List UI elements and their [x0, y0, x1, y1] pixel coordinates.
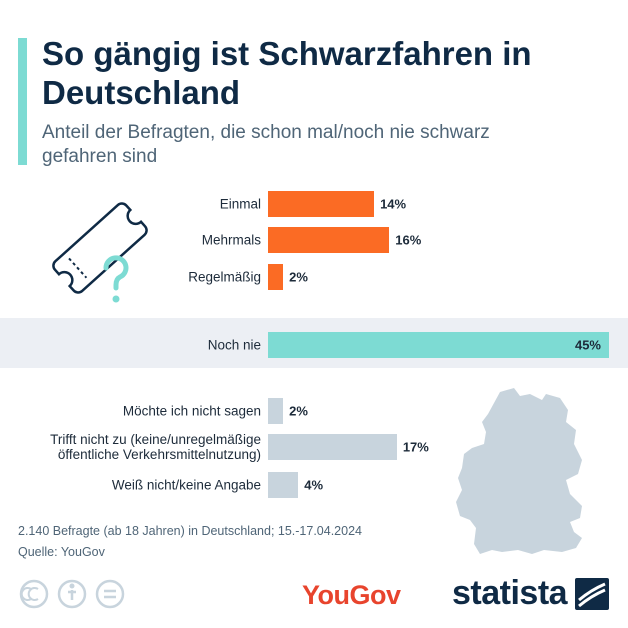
value-label: 2%: [289, 269, 308, 285]
value-label: 17%: [402, 439, 429, 455]
footnote: 2.140 Befragte (ab 18 Jahren) in Deutsch…: [18, 524, 362, 538]
statista-logo-mark: [575, 578, 609, 610]
category-label: Einmal: [219, 196, 261, 212]
statista-logo: statista: [452, 574, 568, 612]
value-label: 4%: [304, 477, 324, 493]
value-label: 14%: [380, 196, 407, 212]
category-label: Mehrmals: [201, 232, 261, 248]
bar: [268, 472, 299, 498]
chart-subtitle: Anteil der Befragten, die schon mal/noch…: [42, 122, 490, 167]
value-label: 45%: [574, 337, 601, 353]
question-icon: [103, 255, 129, 303]
ticket-icon: [52, 202, 148, 294]
source: Quelle: YouGov: [18, 545, 105, 559]
category-label: Weiß nicht/keine Angabe: [111, 477, 261, 493]
bar: [268, 227, 390, 253]
license-icons: [19, 579, 125, 609]
bar: [268, 264, 284, 290]
chart-title: So gängig ist Schwarzfahren in Deutschla…: [42, 35, 532, 111]
bar: [268, 191, 375, 217]
bar: [268, 398, 284, 424]
category-label: Möchte ich nicht sagen: [122, 403, 261, 419]
category-label: Trifft nicht zu (keine/unregelmäßige öff…: [50, 432, 261, 462]
bar: [268, 434, 397, 460]
category-label: Noch nie: [207, 337, 261, 353]
germany-map: [456, 388, 582, 554]
value-label: 16%: [395, 232, 422, 248]
yougov-logo: YouGov: [302, 580, 401, 610]
title-accent: [18, 38, 27, 165]
bar: [268, 332, 609, 358]
category-label: Regelmäßig: [188, 269, 261, 285]
value-label: 2%: [289, 403, 308, 419]
